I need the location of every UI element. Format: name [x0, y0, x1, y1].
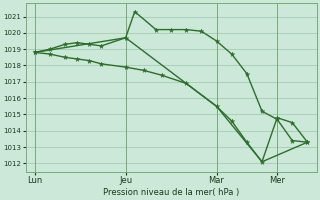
X-axis label: Pression niveau de la mer( hPa ): Pression niveau de la mer( hPa ): [103, 188, 239, 197]
